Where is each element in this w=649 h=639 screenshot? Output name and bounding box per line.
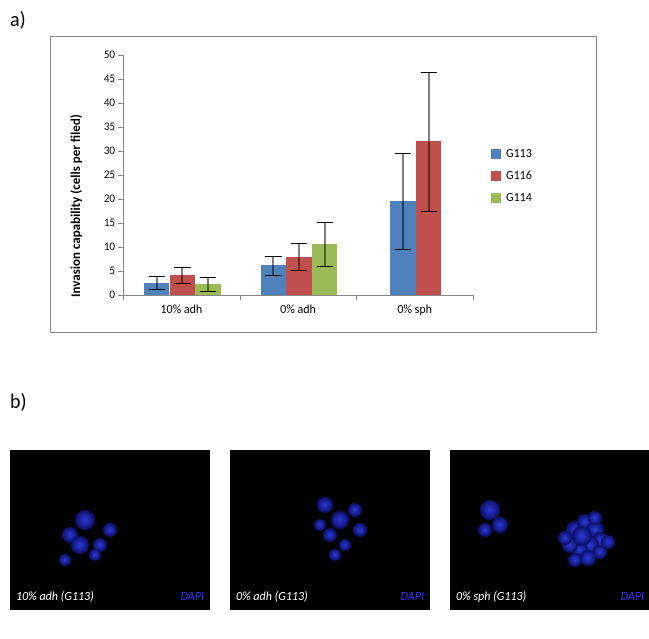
dapi-label: DAPI	[401, 590, 424, 604]
nucleus-dot	[331, 511, 349, 529]
nucleus-dot	[314, 519, 326, 531]
y-tick-label: 30	[93, 144, 115, 157]
micrograph-label: 0% adh (G113)	[236, 590, 308, 604]
error-bar	[402, 153, 403, 249]
y-tick-mark	[118, 175, 123, 176]
micrograph: 10% adh (G113) DAPI	[10, 450, 210, 610]
legend: G113 G116 G114	[491, 147, 532, 213]
error-bar	[208, 277, 209, 290]
y-tick-label: 0	[93, 288, 115, 301]
y-tick-mark	[118, 79, 123, 80]
x-tick-mark	[356, 295, 357, 300]
y-axis-title: Invasion capability (cells per filed)	[69, 114, 84, 297]
nucleus-dot	[89, 549, 101, 561]
error-cap	[174, 283, 190, 284]
nucleus-dot	[478, 523, 492, 537]
nucleus-dot	[558, 531, 572, 545]
error-cap	[200, 277, 216, 278]
nucleus-dot	[339, 539, 351, 551]
y-tick-mark	[118, 247, 123, 248]
legend-label: G116	[506, 169, 532, 183]
error-cap	[174, 267, 190, 268]
x-tick-mark	[473, 295, 474, 300]
x-tick-mark	[240, 295, 241, 300]
nucleus-dot	[103, 523, 117, 537]
y-tick-mark	[118, 55, 123, 56]
error-cap	[420, 72, 436, 73]
micrograph-row: 10% adh (G113)DAPI0% adh (G113)DAPI0% sp…	[10, 450, 649, 610]
y-tick-label: 50	[93, 48, 115, 61]
error-cap	[148, 276, 164, 277]
error-cap	[316, 222, 332, 223]
micrograph: 0% adh (G113) DAPI	[230, 450, 430, 610]
micrograph: 0% sph (G113) DAPI	[450, 450, 649, 610]
legend-item: G114	[491, 191, 532, 205]
y-tick-mark	[118, 223, 123, 224]
x-category-label: 0% adh	[240, 303, 357, 317]
error-cap	[291, 270, 307, 271]
error-bar	[273, 256, 274, 275]
legend-item: G116	[491, 169, 532, 183]
error-cap	[395, 153, 411, 154]
error-bar	[182, 267, 183, 282]
error-cap	[291, 243, 307, 244]
nucleus-dot	[492, 517, 508, 533]
y-tick-label: 20	[93, 192, 115, 205]
panel-a-label: a)	[10, 8, 26, 32]
x-category-label: 10% adh	[123, 303, 240, 317]
dapi-label: DAPI	[621, 590, 644, 604]
legend-swatch	[491, 149, 501, 159]
y-tick-mark	[118, 151, 123, 152]
nucleus-dot	[353, 523, 367, 537]
page-root: a) Invasion capability (cells per filed)…	[0, 0, 649, 639]
legend-swatch	[491, 171, 501, 181]
error-bar	[428, 72, 429, 211]
x-category-label: 0% sph	[356, 303, 473, 317]
y-tick-label: 10	[93, 240, 115, 253]
nucleus-dot	[75, 510, 95, 530]
nucleus-dot	[317, 497, 333, 513]
nucleus-dot	[59, 554, 71, 566]
error-cap	[420, 211, 436, 212]
y-tick-mark	[118, 199, 123, 200]
micrograph-label: 0% sph (G113)	[456, 590, 526, 604]
y-tick-mark	[118, 127, 123, 128]
y-tick-label: 45	[93, 72, 115, 85]
plot-area	[123, 55, 474, 296]
y-tick-mark	[118, 103, 123, 104]
bar-chart: Invasion capability (cells per filed) G1…	[50, 36, 597, 333]
nucleus-dot	[601, 535, 615, 549]
y-tick-label: 5	[93, 264, 115, 277]
legend-label: G113	[506, 147, 532, 161]
y-tick-label: 40	[93, 96, 115, 109]
dapi-label: DAPI	[181, 590, 204, 604]
nucleus-dot	[572, 526, 592, 546]
nucleus-dot	[329, 549, 341, 561]
panel-b-label: b)	[10, 390, 27, 414]
error-cap	[200, 291, 216, 292]
error-cap	[395, 249, 411, 250]
legend-swatch	[491, 193, 501, 203]
x-tick-mark	[123, 295, 124, 300]
error-cap	[265, 256, 281, 257]
nucleus-dot	[348, 503, 362, 517]
error-bar	[299, 243, 300, 270]
micrograph-label: 10% adh (G113)	[16, 590, 94, 604]
nucleus-dot	[323, 528, 337, 542]
nucleus-dot	[588, 511, 602, 525]
y-tick-mark	[118, 271, 123, 272]
error-bar	[156, 276, 157, 288]
error-cap	[265, 275, 281, 276]
legend-item: G113	[491, 147, 532, 161]
legend-label: G114	[506, 191, 532, 205]
error-cap	[316, 266, 332, 267]
y-tick-label: 15	[93, 216, 115, 229]
y-tick-label: 25	[93, 168, 115, 181]
error-bar	[324, 222, 325, 266]
y-tick-label: 35	[93, 120, 115, 133]
nucleus-dot	[71, 536, 89, 554]
error-cap	[148, 289, 164, 290]
